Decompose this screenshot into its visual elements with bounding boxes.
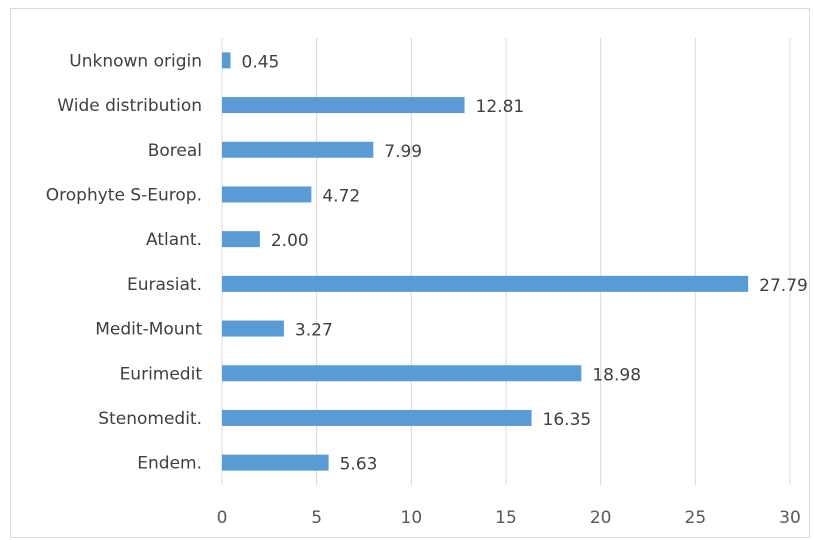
x-tick-10: 10 <box>401 508 423 528</box>
value-label-3: 4.72 <box>322 186 360 206</box>
bar-6 <box>222 320 284 337</box>
bar-4 <box>222 231 260 248</box>
x-tick-30: 30 <box>779 508 801 528</box>
value-label-6: 3.27 <box>295 321 333 341</box>
bar-1 <box>222 97 465 114</box>
bar-9 <box>222 454 329 471</box>
bar-2 <box>222 141 374 158</box>
category-label-9: Endem. <box>137 454 202 474</box>
x-tick-20: 20 <box>590 508 612 528</box>
value-label-7: 18.98 <box>592 365 641 385</box>
category-label-4: Atlant. <box>146 230 202 250</box>
x-tick-25: 25 <box>685 508 707 528</box>
bars <box>222 52 749 471</box>
bar-8 <box>222 409 532 426</box>
x-tick-5: 5 <box>311 508 322 528</box>
value-label-4: 2.00 <box>271 231 309 251</box>
x-tick-labels: 0 5 10 15 20 25 30 <box>217 508 801 528</box>
bar-7 <box>222 365 582 382</box>
category-label-8: Stenomedit. <box>98 409 202 429</box>
category-label-1: Wide distribution <box>57 96 202 116</box>
bar-0 <box>222 52 231 69</box>
category-label-6: Medit-Mount <box>95 320 202 340</box>
value-label-1: 12.81 <box>476 97 525 117</box>
x-tick-15: 15 <box>495 508 517 528</box>
value-label-9: 5.63 <box>340 455 378 475</box>
category-label-3: Orophyte S-Europ. <box>46 185 202 205</box>
x-tick-0: 0 <box>217 508 228 528</box>
value-label-8: 16.35 <box>543 410 592 430</box>
category-label-5: Eurasiat. <box>127 275 202 295</box>
category-label-0: Unknown origin <box>69 51 202 71</box>
chart-frame <box>10 8 810 538</box>
value-labels: 0.45 12.81 7.99 4.72 2.00 27.79 3.27 18.98 16.35… <box>242 52 808 474</box>
value-label-5: 27.79 <box>759 276 808 296</box>
category-label-2: Boreal <box>148 141 202 161</box>
value-label-0: 0.45 <box>242 52 280 72</box>
bar-3 <box>222 186 312 203</box>
value-label-2: 7.99 <box>384 142 422 162</box>
category-label-7: Eurimedit <box>120 364 203 384</box>
bar-5 <box>222 275 749 292</box>
category-labels: Unknown origin Wide distribution Boreal Oro… <box>46 51 203 473</box>
